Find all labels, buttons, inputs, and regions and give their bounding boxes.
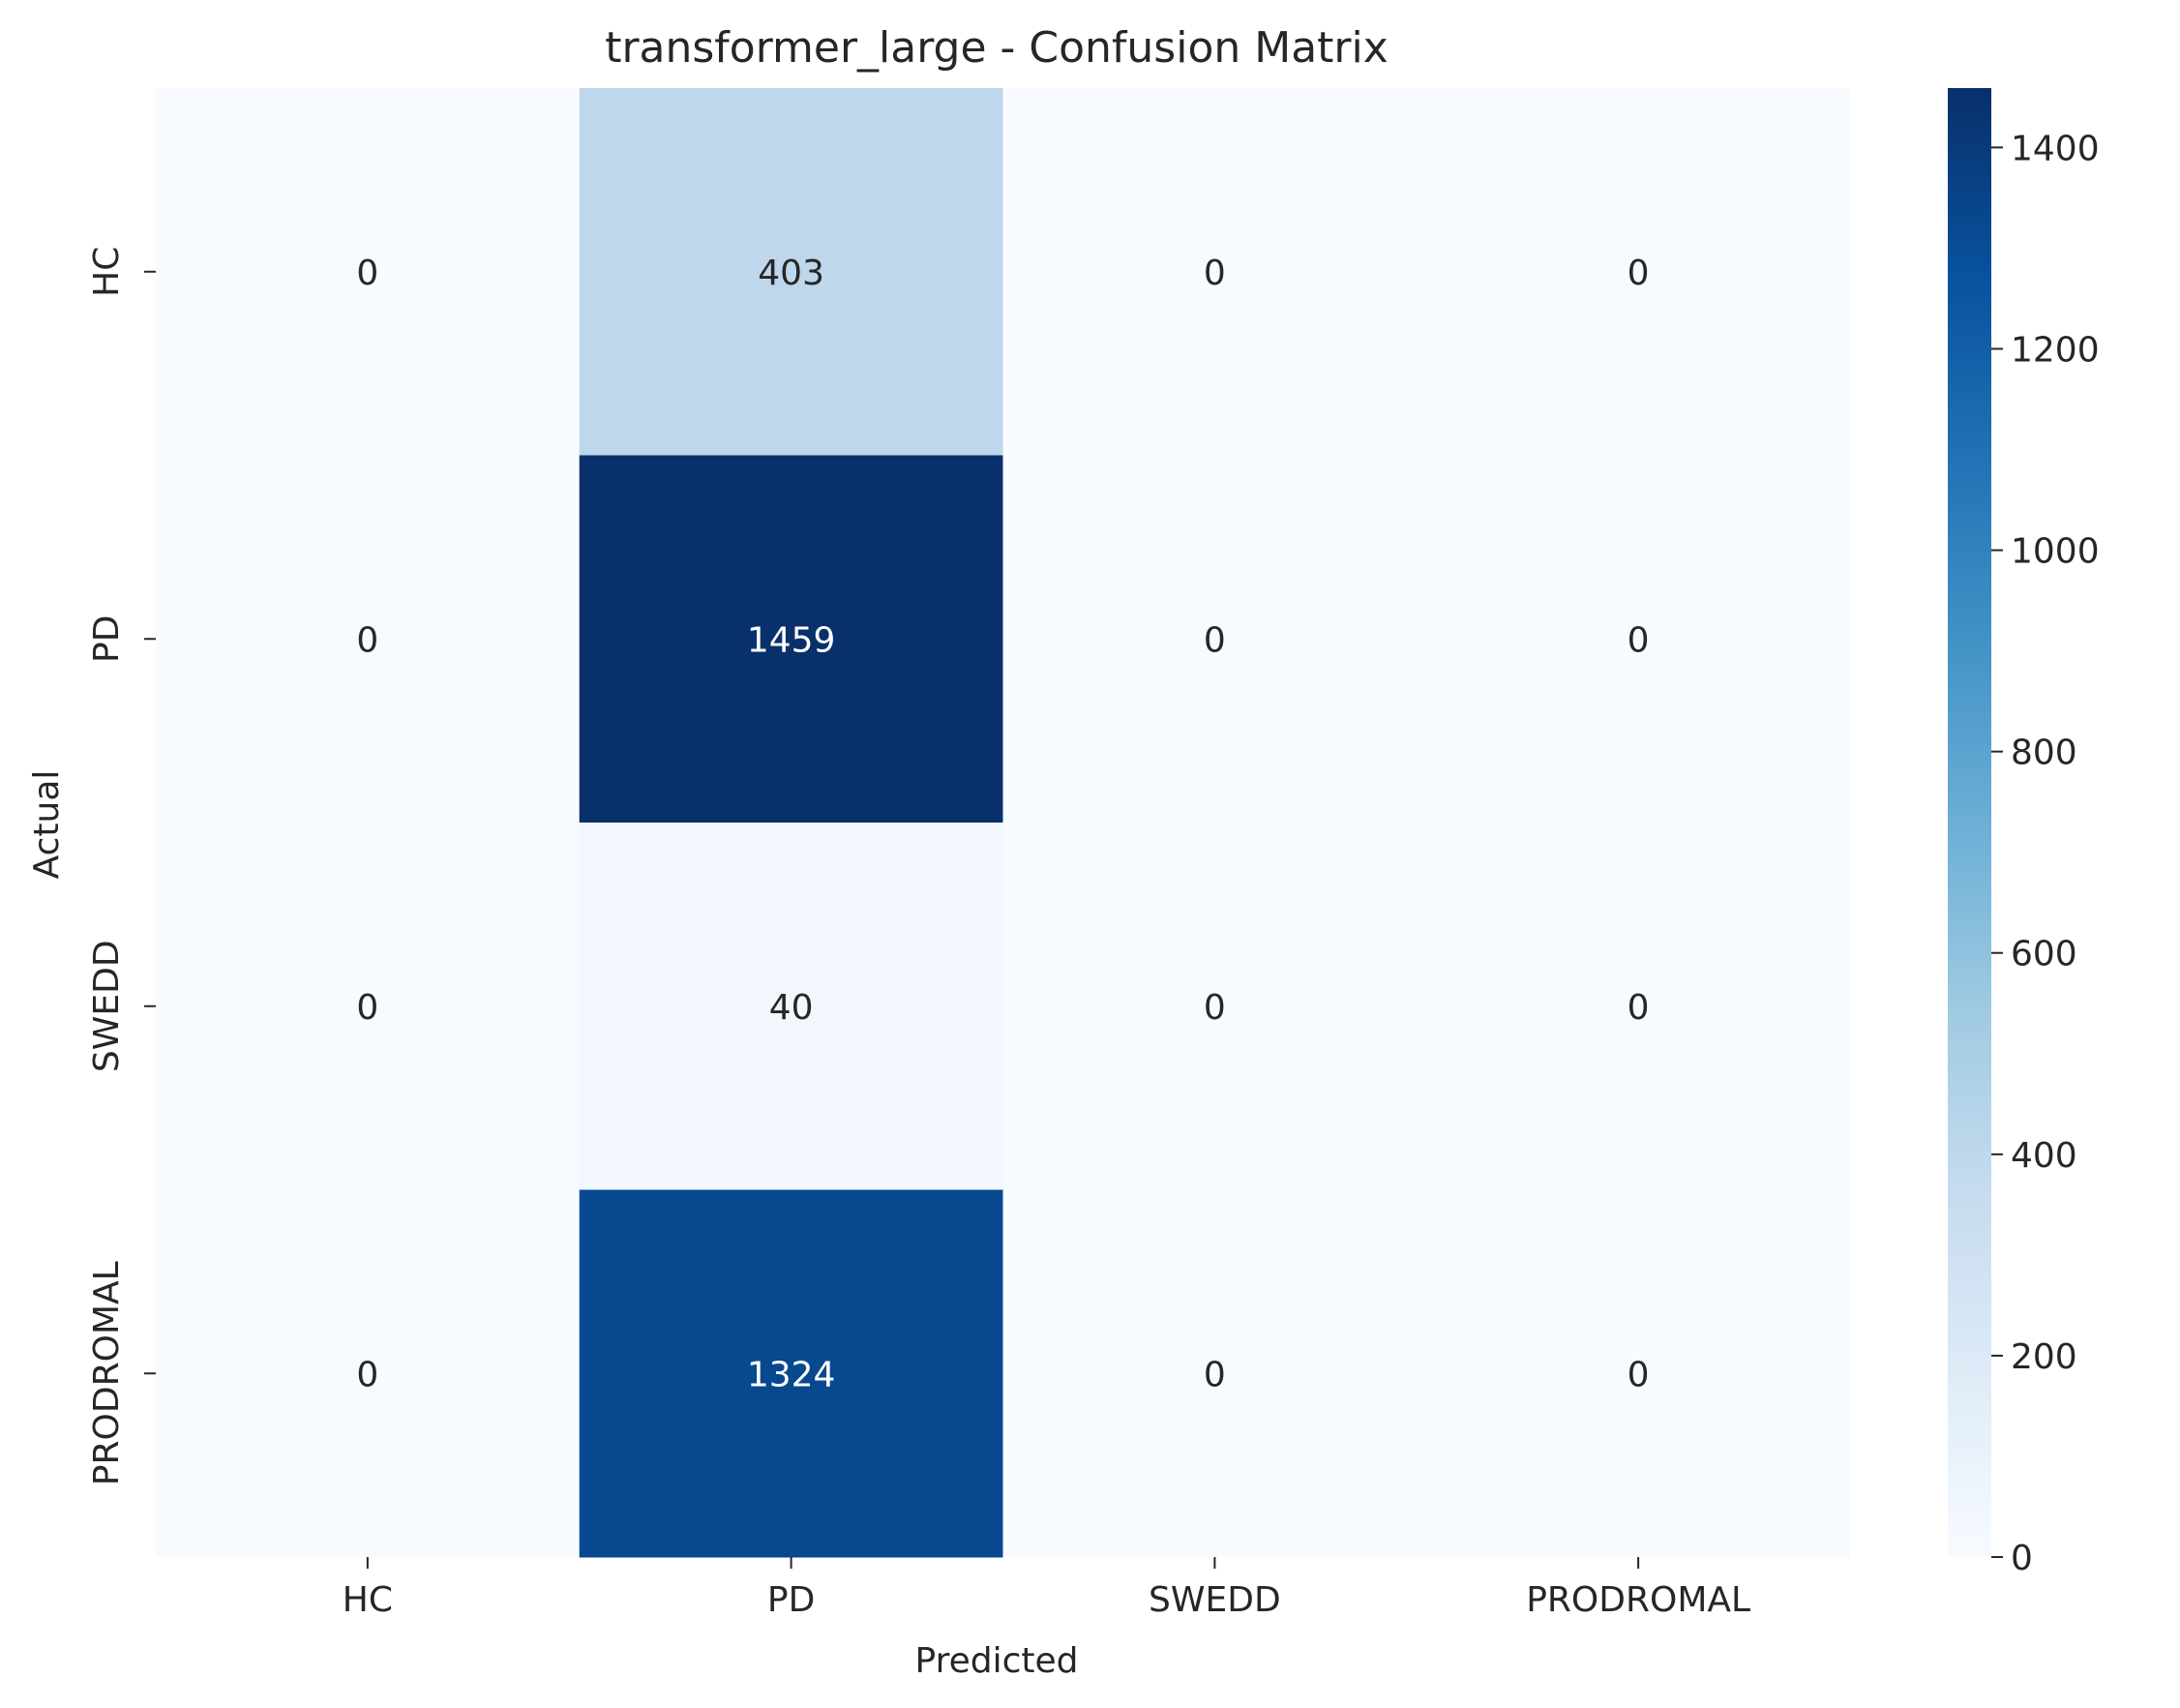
heatmap-cell	[1426, 1189, 1851, 1558]
cell-value-label: 0	[1204, 254, 1226, 293]
heatmap-cell	[1002, 1189, 1427, 1558]
heatmap-cell	[1002, 455, 1427, 824]
y-tick-label: PRODROMAL	[87, 1261, 127, 1485]
heatmap-cell	[1002, 88, 1427, 456]
y-axis: HC PD SWEDD PRODROMAL	[87, 247, 156, 1485]
heatmap-cell	[1426, 88, 1851, 456]
heatmap-cell	[156, 88, 581, 456]
cell-value-label: 0	[356, 254, 378, 293]
cell-value-label: 0	[1204, 620, 1226, 660]
cell-value-label: 0	[1204, 988, 1226, 1028]
heatmap-cell	[579, 823, 1003, 1190]
colorbar: 0 200 400 600 800 1000 1200 1400	[1948, 88, 2100, 1578]
cell-value-label: 1459	[747, 620, 836, 660]
cell-value-label: 0	[1628, 254, 1650, 293]
x-tick-label: PRODROMAL	[1526, 1580, 1750, 1620]
chart-title: transformer_large - Confusion Matrix	[605, 23, 1389, 73]
colorbar-tick-label: 1200	[2011, 330, 2100, 370]
cell-value-label: 0	[356, 1355, 378, 1394]
x-tick-label: HC	[343, 1580, 393, 1620]
cell-value-label: 40	[769, 988, 814, 1028]
y-tick-label: SWEDD	[87, 940, 127, 1072]
y-axis-label: Actual	[27, 770, 67, 880]
cell-value-label: 0	[1628, 988, 1650, 1028]
cell-value-label: 1324	[747, 1355, 836, 1394]
y-tick-label: HC	[87, 247, 127, 297]
heatmap-cells: 0 403 0 0 0 1459 0 0 0 40 0 0 0 1324 0 0	[156, 88, 1851, 1558]
colorbar-tick-label: 800	[2011, 734, 2077, 773]
x-tick-label: SWEDD	[1149, 1580, 1281, 1620]
heatmap-cell	[1426, 455, 1851, 824]
y-tick-label: PD	[87, 615, 127, 663]
heatmap-cell	[579, 88, 1003, 456]
cell-value-label: 0	[356, 620, 378, 660]
heatmap-cell	[579, 455, 1003, 824]
colorbar-tick-label: 200	[2011, 1337, 2077, 1377]
colorbar-tick-label: 400	[2011, 1136, 2077, 1176]
colorbar-gradient	[1948, 88, 1991, 1557]
x-tick-label: PD	[767, 1580, 815, 1620]
heatmap-cell	[156, 1189, 581, 1558]
cell-value-label: 0	[1204, 1355, 1226, 1394]
colorbar-tick-label: 1000	[2011, 532, 2100, 572]
heatmap-cell	[156, 455, 581, 824]
heatmap-cell	[579, 1189, 1003, 1558]
cell-value-label: 0	[356, 988, 378, 1028]
cell-value-label: 403	[758, 254, 824, 293]
cell-value-label: 0	[1628, 1355, 1650, 1394]
heatmap-cell	[156, 823, 581, 1190]
colorbar-tick-label: 1400	[2011, 129, 2100, 168]
colorbar-tick-label: 0	[2011, 1539, 2033, 1578]
colorbar-tick-label: 600	[2011, 935, 2077, 974]
heatmap-cell	[1426, 823, 1851, 1190]
cell-value-label: 0	[1628, 620, 1650, 660]
x-axis-label: Predicted	[915, 1641, 1079, 1681]
heatmap-cell	[1002, 823, 1427, 1190]
x-axis: HC PD SWEDD PRODROMAL	[343, 1557, 1750, 1620]
